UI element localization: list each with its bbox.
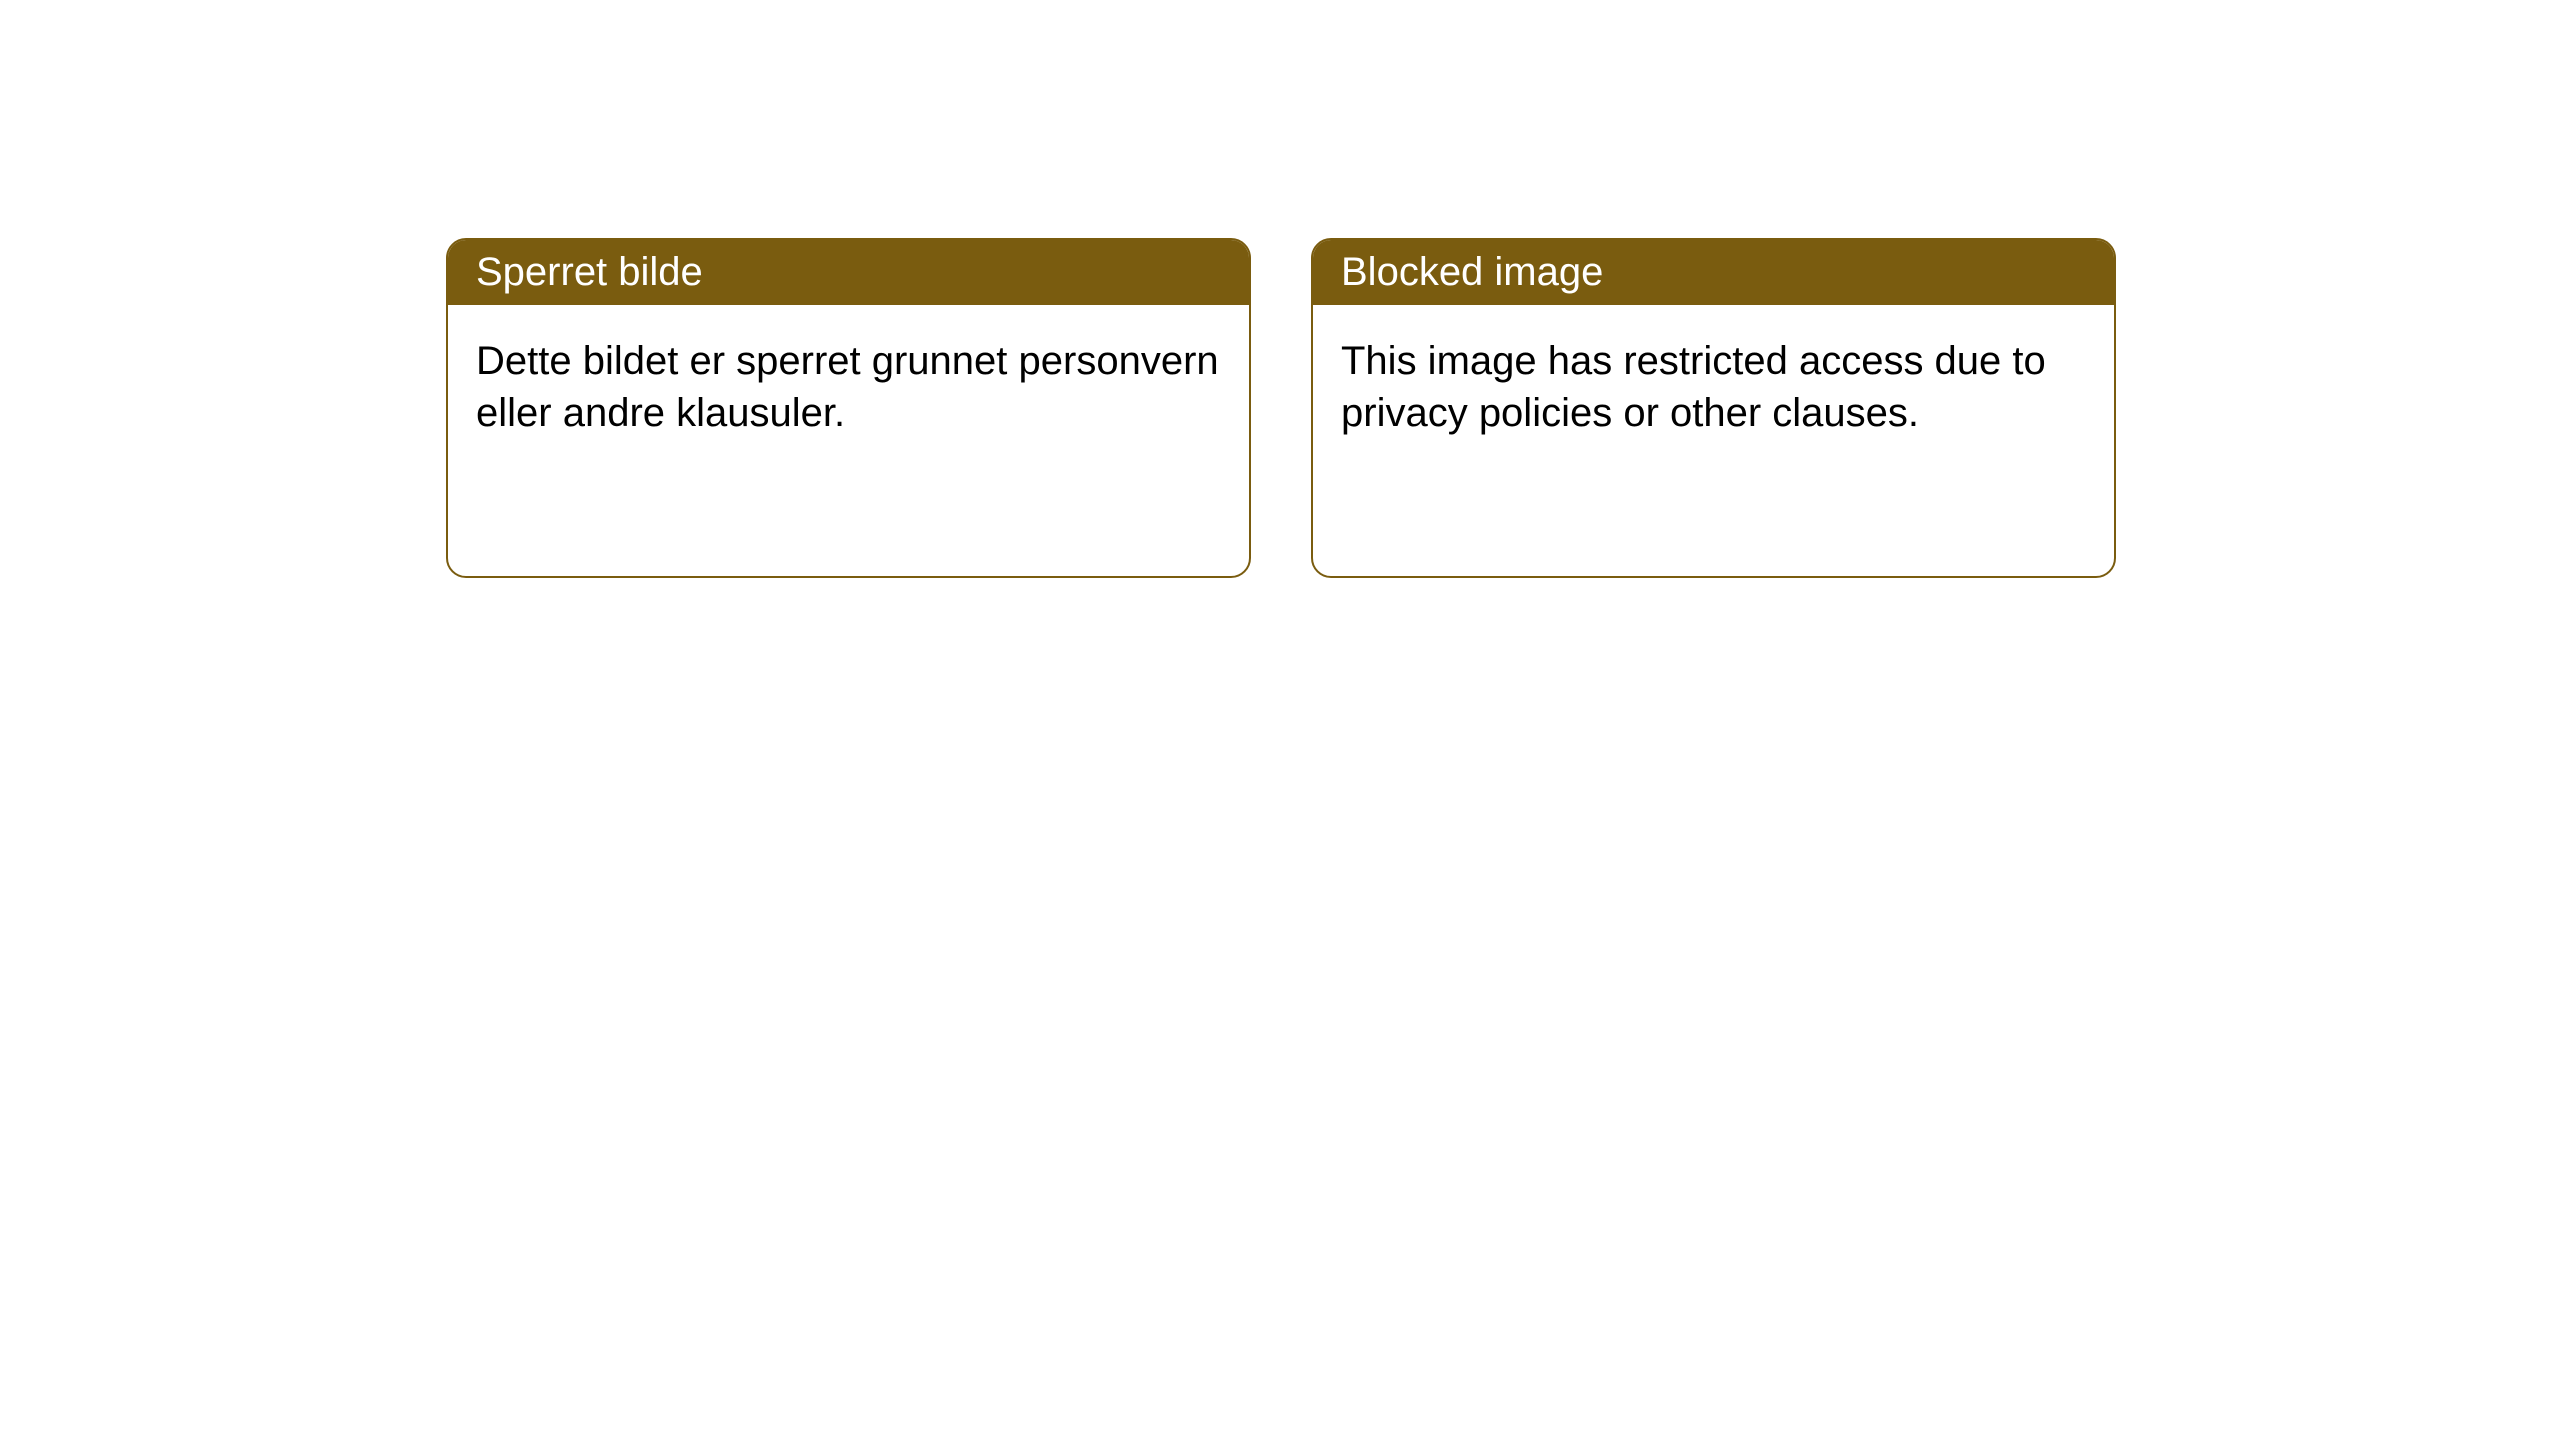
card-body: This image has restricted access due to … <box>1313 305 2114 469</box>
card-header-text: Blocked image <box>1341 250 1603 294</box>
notice-card-english: Blocked image This image has restricted … <box>1311 238 2116 578</box>
card-body: Dette bildet er sperret grunnet personve… <box>448 305 1249 469</box>
card-header: Sperret bilde <box>448 240 1249 305</box>
card-header-text: Sperret bilde <box>476 250 703 294</box>
card-body-text: This image has restricted access due to … <box>1341 339 2046 435</box>
card-body-text: Dette bildet er sperret grunnet personve… <box>476 339 1219 435</box>
notice-card-norwegian: Sperret bilde Dette bildet er sperret gr… <box>446 238 1251 578</box>
notice-cards-container: Sperret bilde Dette bildet er sperret gr… <box>446 238 2116 578</box>
card-header: Blocked image <box>1313 240 2114 305</box>
